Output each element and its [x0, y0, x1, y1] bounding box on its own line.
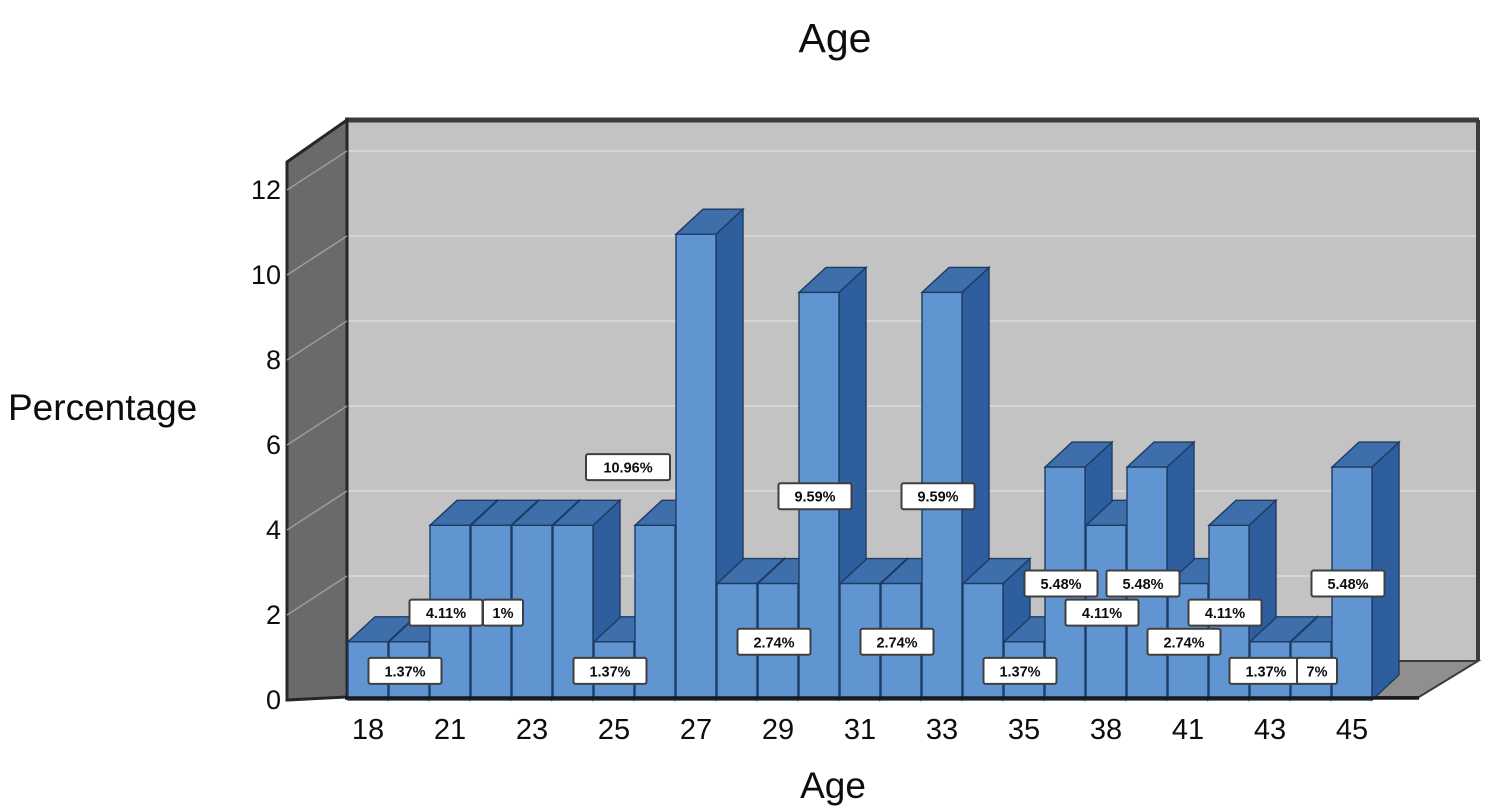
bar-value-label-text: 10.96%	[603, 461, 652, 477]
x-tick-label: 43	[1254, 714, 1286, 746]
bar-value-label-age-29: 2.74%	[736, 627, 812, 656]
bar-value-label-text: 1.37%	[999, 664, 1040, 680]
left-wall-gridline	[286, 575, 348, 616]
x-axis-tick-labels: 18 21 23 25 27 29 31 33 35 38 41 43 45	[352, 714, 1368, 746]
bar-value-label-text: 1.37%	[1245, 664, 1286, 680]
bar-value-label-age-30: 9.59%	[777, 482, 853, 511]
bar-value-label-box	[1064, 598, 1140, 627]
x-tick-label: 35	[1008, 714, 1040, 746]
bar-value-label-text: 1%	[493, 606, 514, 622]
bar-value-label-box	[982, 656, 1058, 685]
bar-value-label-text: 4.11%	[1205, 606, 1245, 622]
left-wall-gridline	[286, 320, 348, 361]
bar-value-label-age-38: 4.11%	[1064, 598, 1140, 627]
bar-value-label-text: 1.37%	[384, 664, 425, 680]
bar-value-label-age-33: 9.59%	[900, 482, 976, 511]
bar-value-label-box	[1296, 656, 1338, 685]
bar-value-label-text: 7%	[1307, 664, 1328, 680]
bar-value-label-text: 9.59%	[917, 490, 958, 506]
bar-value-label-text: 5.48%	[1040, 577, 1081, 593]
bar-value-label-age-35: 1.37%	[982, 656, 1058, 685]
y-tick-label: 2	[266, 600, 281, 630]
bar-value-label-box	[367, 656, 443, 685]
bar-value-label-age-19: 1.37%	[367, 656, 443, 685]
bar-value-label-age-45: 5.48%	[1310, 569, 1386, 598]
bar-value-label-age-25: 1.37%	[572, 656, 648, 685]
bar-value-label-text: 5.48%	[1327, 577, 1368, 593]
y-tick-label: 10	[251, 260, 281, 290]
x-tick-label: 31	[844, 714, 876, 746]
y-tick-label: 12	[251, 175, 281, 205]
x-tick-label: 45	[1336, 714, 1368, 746]
y-axis-tick-labels: 0 2 4 6 8 10 12	[251, 175, 281, 715]
y-tick-label: 4	[266, 515, 281, 545]
bar-value-label-age-41: 2.74%	[1146, 627, 1222, 656]
bar-value-label-text: 2.74%	[753, 635, 794, 651]
bar-value-label-age-42: 4.11%	[1187, 598, 1263, 627]
bar-value-label-box	[859, 627, 935, 656]
x-tick-label: 41	[1172, 714, 1204, 746]
bar-value-label-age-44: 7%	[1296, 656, 1338, 685]
left-wall-gridline	[286, 405, 348, 446]
bar-value-label-box	[1310, 569, 1386, 598]
bar-value-label-box	[1146, 627, 1222, 656]
bar-value-label-text: 2.74%	[1163, 635, 1204, 651]
bar-value-label-box	[1105, 569, 1181, 598]
bar-value-label-box	[1023, 569, 1099, 598]
x-tick-label: 21	[434, 714, 466, 746]
x-tick-label: 38	[1090, 714, 1122, 746]
y-tick-label: 0	[266, 685, 281, 715]
bar-value-label-text: 4.11%	[426, 606, 466, 622]
bar-value-label-text: 5.48%	[1122, 577, 1163, 593]
bar-value-label-text: 9.59%	[794, 490, 835, 506]
left-wall-gridline	[286, 235, 348, 276]
bar-value-label-box	[900, 482, 976, 511]
bar-value-label-box	[585, 453, 671, 482]
bar-value-label-age-39: 5.48%	[1105, 569, 1181, 598]
chart-title: Age	[799, 15, 872, 61]
x-axis-title: Age	[800, 765, 866, 806]
left-wall	[285, 117, 349, 702]
bar-value-label-box	[482, 598, 524, 627]
left-wall-gridline	[286, 150, 348, 191]
bar-front-face	[675, 233, 717, 701]
x-tick-label: 27	[680, 714, 712, 746]
bar-value-label-text: 1.37%	[589, 664, 630, 680]
x-tick-label: 18	[352, 714, 384, 746]
bar-value-label-age-21: 4.11%	[408, 598, 484, 627]
left-wall-gridline	[286, 490, 348, 531]
x-tick-label: 33	[926, 714, 958, 746]
y-axis-title: Percentage	[8, 387, 197, 428]
x-tick-label: 23	[516, 714, 548, 746]
bar-value-label-box	[736, 627, 812, 656]
x-tick-label: 25	[598, 714, 630, 746]
x-tick-label: 29	[762, 714, 794, 746]
bar-value-label-text: 2.74%	[876, 635, 917, 651]
bar-value-label-age-27: 10.96%	[585, 453, 671, 482]
y-tick-label: 6	[266, 430, 281, 460]
bar-value-label-age-22: 1%	[482, 598, 524, 627]
bar-value-label-age-32: 2.74%	[859, 627, 935, 656]
bar-value-label-box	[572, 656, 648, 685]
bar-value-label-text: 4.11%	[1082, 606, 1122, 622]
bar-value-label-age-36: 5.48%	[1023, 569, 1099, 598]
chart-3d-scene: 1.37% 4.11% 1% 1.37% 10.96% 2.74% 9.59% 2.74% 9.…	[285, 117, 1482, 702]
bar-value-label-box	[1187, 598, 1263, 627]
y-tick-label: 8	[266, 345, 281, 375]
bar-value-label-age-43: 1.37%	[1228, 656, 1304, 685]
bar-value-label-box	[777, 482, 853, 511]
bar-front-face	[634, 524, 676, 701]
